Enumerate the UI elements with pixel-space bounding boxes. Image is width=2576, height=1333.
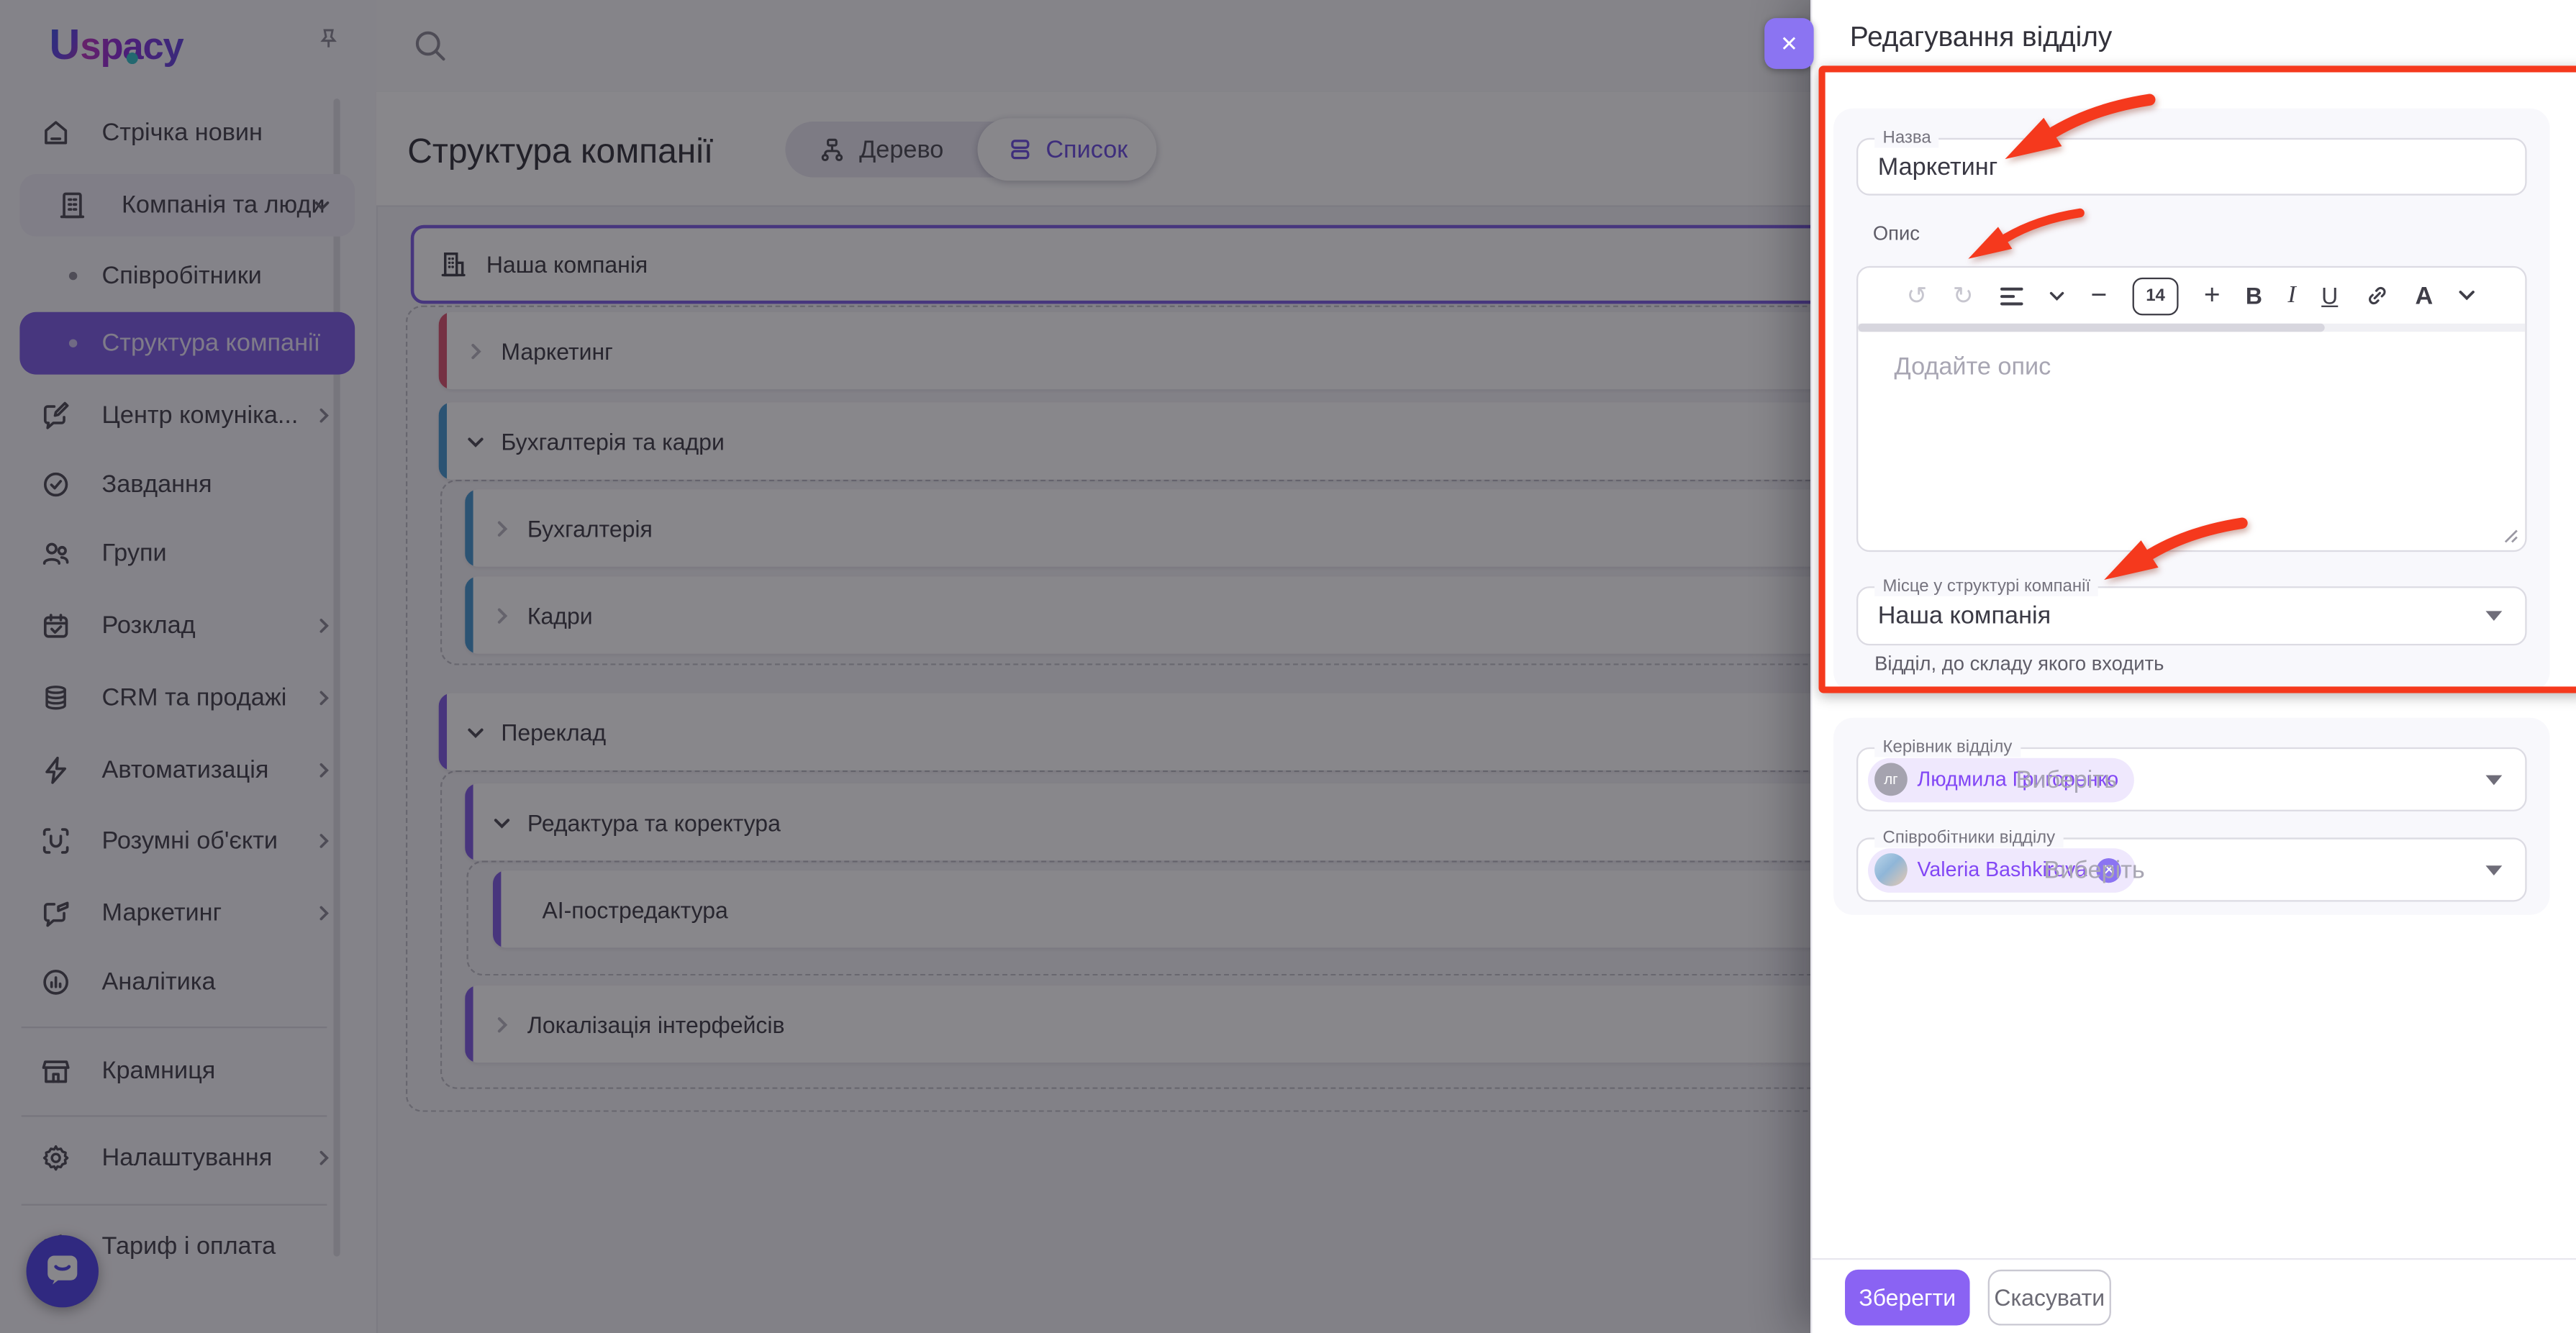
remove-member-icon[interactable]: ✕ bbox=[2097, 857, 2122, 883]
decrease-font-button[interactable]: − bbox=[2090, 279, 2108, 311]
save-button[interactable]: Зберегти bbox=[1845, 1269, 1970, 1326]
align-icon[interactable] bbox=[1999, 285, 2023, 306]
form-card-main: Назва Маркетинг Опис ↺ ↻ − 1 bbox=[1833, 108, 2550, 692]
dropdown-caret-icon bbox=[2485, 774, 2503, 785]
location-select[interactable]: Місце у структурі компанії Наша компанія bbox=[1856, 576, 2527, 646]
location-label: Місце у структурі компанії bbox=[1874, 576, 2099, 596]
manager-label: Керівник відділу bbox=[1874, 737, 2021, 758]
modal-backdrop[interactable] bbox=[0, 0, 1811, 1333]
annotation-arrow-description bbox=[1968, 208, 2085, 259]
close-panel-button[interactable]: ✕ bbox=[1764, 18, 1814, 69]
divider bbox=[1812, 1257, 2576, 1260]
annotation-rectangle bbox=[1818, 65, 2576, 693]
members-select[interactable]: Співробітники відділу Valeria Bashkirova… bbox=[1856, 827, 2527, 902]
avatar: лг bbox=[1874, 763, 1908, 796]
annotation-arrow-name bbox=[2005, 94, 2156, 160]
avatar bbox=[1874, 853, 1908, 886]
toolbar-scrollbar-track bbox=[1858, 323, 2526, 332]
cancel-button[interactable]: Скасувати bbox=[1987, 1269, 2111, 1326]
manager-chip[interactable]: лг Людмила Григоренко bbox=[1867, 757, 2133, 802]
name-field-label: Назва bbox=[1874, 128, 1940, 148]
underline-button[interactable]: U bbox=[2321, 282, 2339, 309]
description-editor[interactable]: ↺ ↻ − 14 + B I U bbox=[1856, 265, 2527, 552]
link-icon[interactable] bbox=[2364, 283, 2390, 309]
dropdown-caret-icon bbox=[2485, 611, 2503, 622]
color-caret-icon[interactable] bbox=[2459, 289, 2477, 302]
edit-department-panel: Редагування відділу Назва Маркетинг Опис… bbox=[1810, 0, 2576, 1333]
description-placeholder: Додайте опис bbox=[1894, 352, 2051, 381]
name-field-value: Маркетинг bbox=[1877, 153, 1998, 181]
undo-icon[interactable]: ↺ bbox=[1906, 282, 1928, 311]
members-placeholder: Виберіть bbox=[2044, 855, 2145, 884]
location-helper: Відділ, до складу якого входить bbox=[1874, 652, 2164, 675]
description-label: Опис bbox=[1872, 222, 1920, 245]
align-caret-icon[interactable] bbox=[2049, 290, 2065, 301]
increase-font-button[interactable]: + bbox=[2203, 279, 2221, 311]
resize-handle-icon[interactable] bbox=[2502, 527, 2518, 544]
toolbar-scrollbar-thumb[interactable] bbox=[1858, 323, 2325, 332]
close-icon: ✕ bbox=[1779, 30, 1798, 55]
member-chip[interactable]: Valeria Bashkirova ✕ bbox=[1867, 847, 2136, 892]
font-size-value[interactable]: 14 bbox=[2132, 276, 2179, 315]
font-color-button[interactable]: A bbox=[2415, 281, 2434, 310]
redo-icon[interactable]: ↻ bbox=[1952, 282, 1974, 311]
italic-button[interactable]: I bbox=[2287, 281, 2296, 309]
editor-toolbar: ↺ ↻ − 14 + B I U bbox=[1858, 268, 2525, 324]
form-card-people: Керівник відділу лг Людмила Григоренко В… bbox=[1833, 717, 2550, 915]
name-field[interactable]: Назва Маркетинг bbox=[1856, 128, 2527, 196]
annotation-arrow-location bbox=[2104, 517, 2248, 580]
manager-chip-name: Людмила Григоренко bbox=[1917, 768, 2119, 791]
manager-select[interactable]: Керівник відділу лг Людмила Григоренко В… bbox=[1856, 737, 2527, 811]
panel-title: Редагування відділу bbox=[1849, 21, 2113, 53]
manager-placeholder: Виберіть bbox=[2015, 765, 2117, 793]
bold-button[interactable]: B bbox=[2245, 282, 2263, 309]
location-value: Наша компанія bbox=[1877, 601, 2051, 630]
dropdown-caret-icon bbox=[2485, 865, 2503, 875]
member-chip-name: Valeria Bashkirova bbox=[1917, 857, 2087, 881]
members-label: Співробітники відділу bbox=[1874, 827, 2064, 848]
